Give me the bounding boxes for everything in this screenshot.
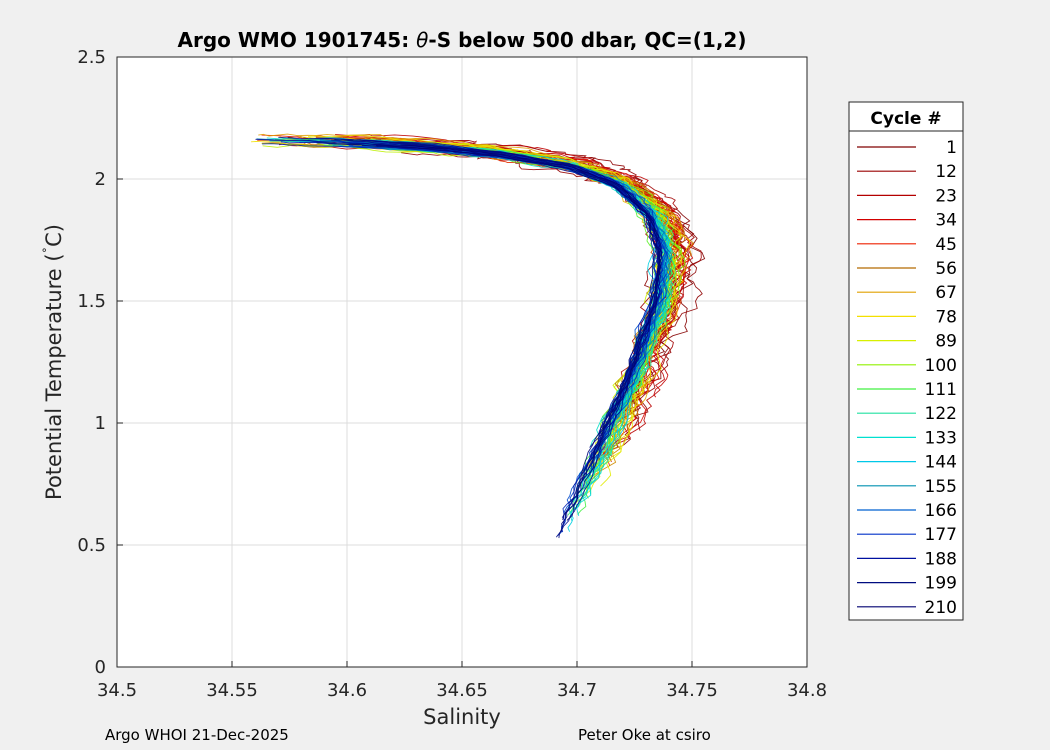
legend: Cycle # 1 12 23 34 45 56 67 78 89 100 111 122 133 144… — [848, 101, 964, 621]
y-tick-label: 1 — [95, 413, 106, 434]
legend-entries: 1 12 23 34 45 56 67 78 89 100 111 122 133 144 155 166 17… — [857, 138, 957, 618]
y-tick-label: 2 — [95, 169, 106, 190]
legend-entry-label: 1 — [946, 138, 957, 158]
profile-line — [299, 141, 669, 443]
legend-entry-label: 12 — [935, 162, 957, 182]
profile-line — [307, 134, 680, 504]
x-tick-label: 34.65 — [436, 680, 488, 701]
legend-entry-label: 34 — [935, 211, 957, 231]
x-axis: 34.5 34.55 34.6 34.65 34.7 34.75 34.8 — [97, 661, 827, 701]
profile-line — [316, 142, 662, 521]
x-tick-label: 34.7 — [557, 680, 597, 701]
legend-entry-label: 199 — [925, 574, 957, 594]
legend-entry-label: 133 — [925, 428, 957, 448]
x-axis-label: Salinity — [423, 705, 501, 729]
x-tick-label: 34.55 — [206, 680, 258, 701]
chart-title: Argo WMO 1901745: θ-S below 500 dbar, QC… — [178, 28, 747, 52]
legend-entry-label: 155 — [925, 477, 957, 497]
legend-entry-label: 144 — [925, 453, 957, 473]
footer-right: Peter Oke at csiro — [578, 726, 711, 744]
legend-entry-label: 67 — [935, 283, 957, 303]
legend-entry-label: 188 — [925, 549, 957, 569]
y-tick-label: 2.5 — [77, 47, 106, 68]
profile-line — [375, 138, 703, 407]
y-axis-label: Potential Temperature (˚C) — [42, 224, 66, 500]
y-tick-label: 1.5 — [77, 291, 106, 312]
legend-entry-label: 177 — [925, 525, 957, 545]
legend-entry-label: 23 — [935, 186, 957, 206]
x-tick-label: 34.5 — [97, 680, 137, 701]
footer-left: Argo WHOI 21-Dec-2025 — [105, 726, 289, 744]
profile-lines — [251, 133, 706, 539]
y-tick-label: 0.5 — [77, 535, 106, 556]
legend-entry-label: 45 — [935, 235, 957, 255]
x-tick-label: 34.8 — [787, 680, 827, 701]
profile-line — [333, 143, 661, 521]
profile-line — [400, 144, 663, 413]
legend-entry-label: 166 — [925, 501, 957, 521]
legend-entry-label: 210 — [925, 598, 957, 618]
legend-entry-label: 56 — [935, 259, 957, 279]
legend-entry-label: 122 — [925, 404, 957, 424]
x-tick-label: 34.6 — [327, 680, 367, 701]
legend-entry-label: 89 — [935, 332, 957, 352]
y-axis: 0 0.5 1 1.5 2 2.5 — [77, 47, 123, 678]
x-tick-label: 34.75 — [666, 680, 718, 701]
legend-title: Cycle # — [870, 109, 941, 129]
legend-entry-label: 100 — [925, 356, 957, 376]
legend-entry-label: 78 — [935, 307, 957, 327]
y-tick-label: 0 — [95, 657, 106, 678]
legend-entry-label: 111 — [925, 380, 957, 400]
